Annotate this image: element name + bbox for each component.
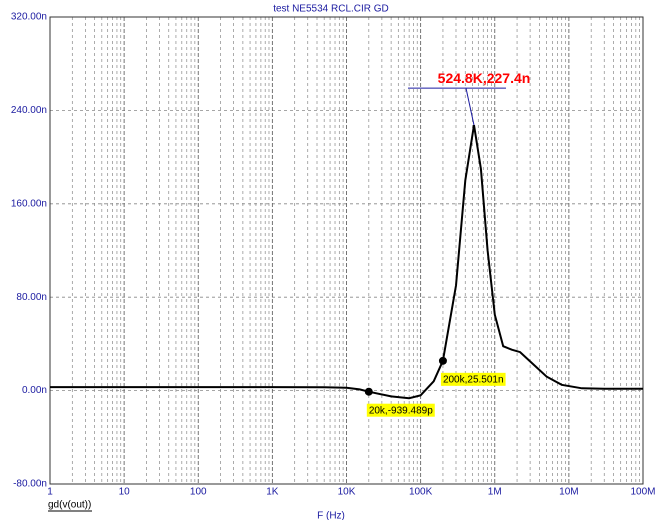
x-tick-label: 100K [409,487,433,498]
y-tick-label: -80.00n [13,479,47,490]
x-tick-label: 100M [630,487,655,498]
y-tick-label: 320.00n [11,12,47,23]
x-tick-label: 100 [190,487,207,498]
x-tick-label: 1 [47,487,53,498]
legend-label: gd(v(out)) [48,500,91,511]
y-tick-label: 240.00n [11,105,47,116]
annotation-label: 200k,25.501n [443,374,504,385]
x-tick-label: 1M [488,487,502,498]
data-line [50,124,643,400]
annotation-box [366,403,435,417]
annotation-label: 20k,-939.489p [369,405,433,416]
annotation-box [440,372,506,386]
x-tick-label: 10K [338,487,356,498]
marker-point [438,356,447,365]
chart-title: test NE5534 RCL.CIR GD [273,4,389,15]
y-tick-label: 160.00n [11,198,47,209]
x-axis-label: F (Hz) [317,511,345,520]
y-tick-label: 80.00n [16,292,47,303]
peak-leader [465,88,475,126]
x-tick-label: 10M [559,487,578,498]
x-tick-label: 1K [266,487,279,498]
plot-frame [49,16,644,485]
peak-label: 524.8K,227.4n [438,70,531,86]
x-tick-label: 10 [119,487,131,498]
y-tick-label: 0.00n [22,385,47,396]
marker-point [364,387,373,396]
